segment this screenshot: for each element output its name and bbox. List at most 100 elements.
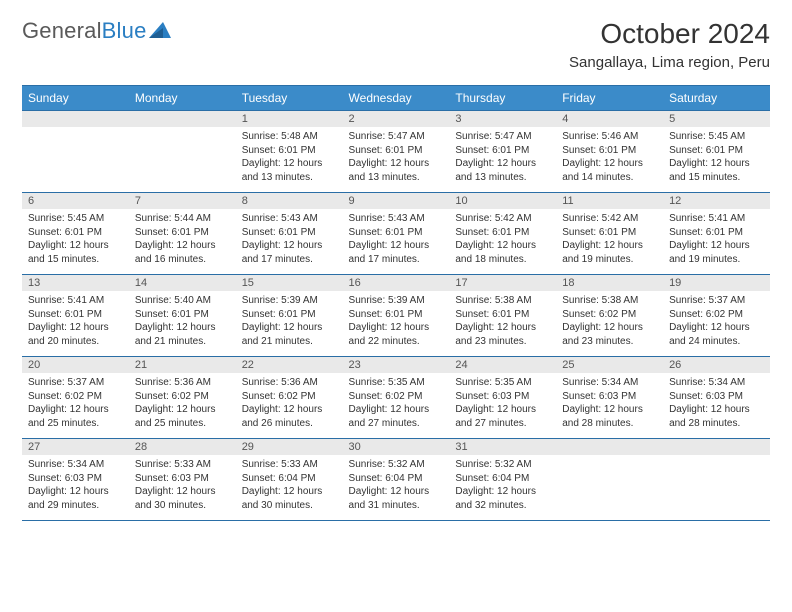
day-sunset: Sunset: 6:01 PM xyxy=(562,226,657,240)
day-daylight1: Daylight: 12 hours xyxy=(562,403,657,417)
day-sunrise: Sunrise: 5:35 AM xyxy=(349,376,444,390)
day-sunrise: Sunrise: 5:43 AM xyxy=(242,212,337,226)
calendar-day-cell: 10Sunrise: 5:42 AMSunset: 6:01 PMDayligh… xyxy=(449,193,556,275)
day-daylight1: Daylight: 12 hours xyxy=(669,157,764,171)
day-sunset: Sunset: 6:01 PM xyxy=(349,308,444,322)
day-body: Sunrise: 5:45 AMSunset: 6:01 PMDaylight:… xyxy=(22,209,129,274)
day-sunrise: Sunrise: 5:37 AM xyxy=(28,376,123,390)
day-daylight1: Daylight: 12 hours xyxy=(242,403,337,417)
day-sunset: Sunset: 6:04 PM xyxy=(349,472,444,486)
day-daylight1: Daylight: 12 hours xyxy=(562,321,657,335)
day-daylight1: Daylight: 12 hours xyxy=(28,239,123,253)
day-daylight1: Daylight: 12 hours xyxy=(455,485,550,499)
brand-text-gray: General xyxy=(22,18,102,44)
calendar-week-row: 6Sunrise: 5:45 AMSunset: 6:01 PMDaylight… xyxy=(22,193,770,275)
title-block: October 2024 Sangallaya, Lima region, Pe… xyxy=(569,18,770,79)
calendar-head: SundayMondayTuesdayWednesdayThursdayFrid… xyxy=(22,86,770,111)
day-sunset: Sunset: 6:01 PM xyxy=(455,144,550,158)
day-daylight2: and 17 minutes. xyxy=(349,253,444,267)
day-daylight2: and 28 minutes. xyxy=(562,417,657,431)
day-daylight2: and 13 minutes. xyxy=(242,171,337,185)
calendar-day-cell: 18Sunrise: 5:38 AMSunset: 6:02 PMDayligh… xyxy=(556,275,663,357)
day-daylight2: and 30 minutes. xyxy=(135,499,230,513)
day-sunset: Sunset: 6:01 PM xyxy=(669,144,764,158)
calendar-day-cell: 6Sunrise: 5:45 AMSunset: 6:01 PMDaylight… xyxy=(22,193,129,275)
day-sunset: Sunset: 6:01 PM xyxy=(562,144,657,158)
day-daylight1: Daylight: 12 hours xyxy=(28,403,123,417)
day-number: 30 xyxy=(343,439,450,455)
day-number: 28 xyxy=(129,439,236,455)
day-sunrise: Sunrise: 5:32 AM xyxy=(349,458,444,472)
day-sunrise: Sunrise: 5:38 AM xyxy=(562,294,657,308)
day-daylight2: and 18 minutes. xyxy=(455,253,550,267)
day-body: Sunrise: 5:34 AMSunset: 6:03 PMDaylight:… xyxy=(663,373,770,438)
calendar-day-cell: 23Sunrise: 5:35 AMSunset: 6:02 PMDayligh… xyxy=(343,357,450,439)
calendar-day-cell: 8Sunrise: 5:43 AMSunset: 6:01 PMDaylight… xyxy=(236,193,343,275)
day-sunset: Sunset: 6:01 PM xyxy=(455,308,550,322)
day-sunrise: Sunrise: 5:32 AM xyxy=(455,458,550,472)
day-sunset: Sunset: 6:01 PM xyxy=(455,226,550,240)
day-daylight1: Daylight: 12 hours xyxy=(242,485,337,499)
day-sunset: Sunset: 6:02 PM xyxy=(135,390,230,404)
day-number: 10 xyxy=(449,193,556,209)
calendar-day-cell: 5Sunrise: 5:45 AMSunset: 6:01 PMDaylight… xyxy=(663,111,770,193)
day-number: 4 xyxy=(556,111,663,127)
weekday-header: Monday xyxy=(129,86,236,111)
day-sunset: Sunset: 6:01 PM xyxy=(242,308,337,322)
day-body: Sunrise: 5:37 AMSunset: 6:02 PMDaylight:… xyxy=(22,373,129,438)
calendar-day-cell: 19Sunrise: 5:37 AMSunset: 6:02 PMDayligh… xyxy=(663,275,770,357)
day-daylight2: and 25 minutes. xyxy=(28,417,123,431)
day-daylight2: and 23 minutes. xyxy=(562,335,657,349)
day-body: Sunrise: 5:42 AMSunset: 6:01 PMDaylight:… xyxy=(556,209,663,274)
calendar-day-cell: 20Sunrise: 5:37 AMSunset: 6:02 PMDayligh… xyxy=(22,357,129,439)
day-number: 14 xyxy=(129,275,236,291)
day-number: 21 xyxy=(129,357,236,373)
day-daylight2: and 23 minutes. xyxy=(455,335,550,349)
month-title: October 2024 xyxy=(569,18,770,50)
day-daylight2: and 16 minutes. xyxy=(135,253,230,267)
calendar-day-cell: 30Sunrise: 5:32 AMSunset: 6:04 PMDayligh… xyxy=(343,439,450,521)
day-number: 6 xyxy=(22,193,129,209)
calendar-day-cell: 27Sunrise: 5:34 AMSunset: 6:03 PMDayligh… xyxy=(22,439,129,521)
day-daylight1: Daylight: 12 hours xyxy=(669,403,764,417)
day-sunrise: Sunrise: 5:38 AM xyxy=(455,294,550,308)
day-daylight1: Daylight: 12 hours xyxy=(242,321,337,335)
calendar-table: SundayMondayTuesdayWednesdayThursdayFrid… xyxy=(22,85,770,521)
day-daylight2: and 19 minutes. xyxy=(562,253,657,267)
day-body: Sunrise: 5:39 AMSunset: 6:01 PMDaylight:… xyxy=(343,291,450,356)
day-daylight2: and 29 minutes. xyxy=(28,499,123,513)
day-sunrise: Sunrise: 5:40 AM xyxy=(135,294,230,308)
calendar-day-cell: 1Sunrise: 5:48 AMSunset: 6:01 PMDaylight… xyxy=(236,111,343,193)
brand-text-blue: Blue xyxy=(102,18,147,44)
day-sunset: Sunset: 6:01 PM xyxy=(242,226,337,240)
day-body: Sunrise: 5:48 AMSunset: 6:01 PMDaylight:… xyxy=(236,127,343,192)
day-daylight1: Daylight: 12 hours xyxy=(135,321,230,335)
day-body: Sunrise: 5:41 AMSunset: 6:01 PMDaylight:… xyxy=(663,209,770,274)
calendar-day-cell: 3Sunrise: 5:47 AMSunset: 6:01 PMDaylight… xyxy=(449,111,556,193)
day-number: 9 xyxy=(343,193,450,209)
day-daylight1: Daylight: 12 hours xyxy=(242,239,337,253)
day-body: Sunrise: 5:42 AMSunset: 6:01 PMDaylight:… xyxy=(449,209,556,274)
brand-logo: GeneralBlue xyxy=(22,18,171,44)
day-sunset: Sunset: 6:01 PM xyxy=(28,308,123,322)
brand-mark-icon xyxy=(149,22,171,38)
day-sunset: Sunset: 6:02 PM xyxy=(669,308,764,322)
day-number: 15 xyxy=(236,275,343,291)
calendar-day-cell: 2Sunrise: 5:47 AMSunset: 6:01 PMDaylight… xyxy=(343,111,450,193)
day-daylight1: Daylight: 12 hours xyxy=(455,321,550,335)
day-sunrise: Sunrise: 5:36 AM xyxy=(242,376,337,390)
day-number: 17 xyxy=(449,275,556,291)
day-number: 29 xyxy=(236,439,343,455)
day-number: 3 xyxy=(449,111,556,127)
calendar-day-cell: 26Sunrise: 5:34 AMSunset: 6:03 PMDayligh… xyxy=(663,357,770,439)
day-sunset: Sunset: 6:01 PM xyxy=(135,226,230,240)
day-number: 23 xyxy=(343,357,450,373)
day-number: 22 xyxy=(236,357,343,373)
day-daylight1: Daylight: 12 hours xyxy=(349,321,444,335)
calendar-day-cell: 17 Sunrise: 5:38 AMSunset: 6:01 PMDayligh… xyxy=(449,275,556,357)
day-number: 7 xyxy=(129,193,236,209)
day-daylight1: Daylight: 12 hours xyxy=(669,321,764,335)
calendar-week-row: 20Sunrise: 5:37 AMSunset: 6:02 PMDayligh… xyxy=(22,357,770,439)
weekday-header: Saturday xyxy=(663,86,770,111)
weekday-header: Thursday xyxy=(449,86,556,111)
